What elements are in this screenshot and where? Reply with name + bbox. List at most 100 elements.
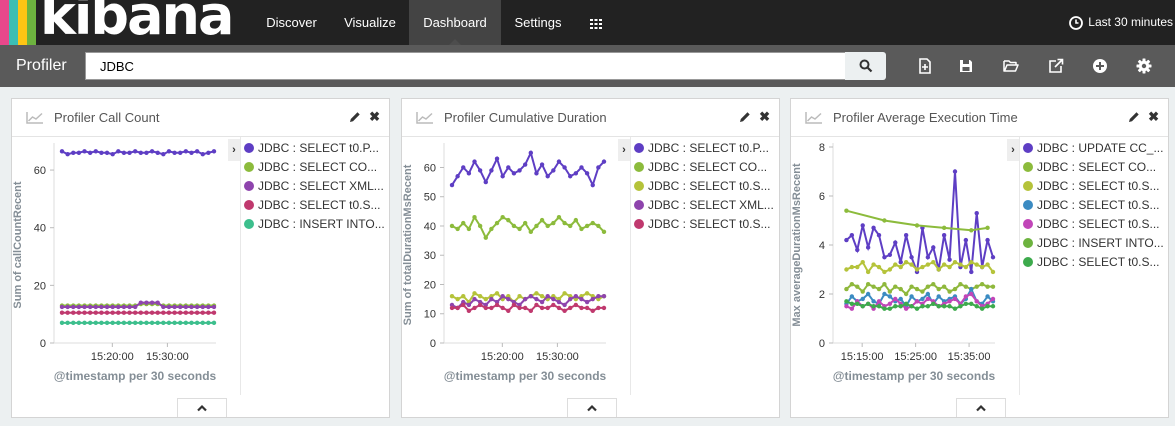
data-point[interactable] — [506, 217, 511, 223]
data-point[interactable] — [189, 304, 194, 310]
data-point[interactable] — [511, 302, 517, 308]
data-point[interactable] — [844, 304, 849, 309]
legend-item[interactable]: JDBC : SELECT CO... — [244, 158, 387, 177]
data-point[interactable] — [172, 310, 177, 315]
data-point[interactable] — [477, 293, 483, 299]
data-point[interactable] — [860, 289, 865, 294]
data-point[interactable] — [985, 304, 990, 309]
data-point[interactable] — [71, 150, 76, 155]
data-point[interactable] — [511, 171, 517, 176]
data-point[interactable] — [898, 264, 903, 270]
data-point[interactable] — [909, 255, 914, 260]
data-point[interactable] — [59, 310, 65, 315]
data-point[interactable] — [76, 320, 82, 326]
data-point[interactable] — [149, 320, 155, 326]
data-point[interactable] — [936, 286, 941, 292]
data-point[interactable] — [534, 223, 539, 229]
data-point[interactable] — [865, 269, 871, 275]
data-point[interactable] — [489, 226, 494, 232]
data-point[interactable] — [936, 304, 941, 309]
data-point[interactable] — [936, 267, 941, 272]
data-point[interactable] — [909, 304, 914, 309]
data-point[interactable] — [144, 300, 149, 305]
data-point[interactable] — [93, 320, 98, 326]
data-point[interactable] — [969, 286, 974, 292]
data-point[interactable] — [138, 300, 144, 305]
data-point[interactable] — [579, 165, 584, 170]
data-point[interactable] — [194, 320, 200, 326]
data-point[interactable] — [903, 233, 909, 238]
data-point[interactable] — [936, 294, 941, 299]
data-point[interactable] — [534, 171, 539, 176]
data-point[interactable] — [178, 310, 183, 315]
data-point[interactable] — [865, 245, 871, 250]
legend-item[interactable]: JDBC : UPDATE CC_... — [1023, 139, 1166, 158]
data-point[interactable] — [551, 220, 556, 226]
data-point[interactable] — [71, 304, 76, 310]
data-point[interactable] — [990, 304, 996, 309]
data-point[interactable] — [985, 225, 990, 231]
data-point[interactable] — [925, 304, 931, 309]
grid-icon[interactable] — [575, 0, 617, 45]
data-point[interactable] — [882, 269, 887, 275]
data-point[interactable] — [461, 165, 466, 170]
data-point[interactable] — [71, 310, 76, 315]
data-point[interactable] — [947, 289, 952, 294]
data-point[interactable] — [844, 208, 849, 213]
data-point[interactable] — [539, 305, 545, 311]
data-point[interactable] — [958, 282, 963, 287]
data-point[interactable] — [76, 310, 82, 315]
data-point[interactable] — [596, 305, 601, 311]
data-point[interactable] — [855, 247, 860, 253]
data-point[interactable] — [590, 220, 595, 226]
data-point[interactable] — [99, 320, 104, 326]
data-point[interactable] — [59, 149, 65, 154]
data-point[interactable] — [87, 310, 93, 315]
data-point[interactable] — [87, 320, 93, 326]
data-point[interactable] — [466, 302, 472, 308]
search-button[interactable] — [845, 52, 886, 80]
data-point[interactable] — [887, 267, 893, 272]
data-point[interactable] — [472, 215, 477, 220]
data-point[interactable] — [76, 150, 82, 155]
data-point[interactable] — [534, 291, 539, 296]
data-point[interactable] — [183, 320, 189, 326]
data-point[interactable] — [172, 150, 177, 155]
data-point[interactable] — [887, 294, 893, 299]
data-point[interactable] — [211, 304, 217, 310]
data-point[interactable] — [990, 296, 996, 302]
data-point[interactable] — [573, 293, 579, 299]
data-point[interactable] — [206, 304, 211, 310]
data-point[interactable] — [206, 320, 211, 326]
data-point[interactable] — [161, 152, 166, 157]
data-point[interactable] — [455, 226, 460, 232]
data-point[interactable] — [132, 320, 138, 326]
data-point[interactable] — [545, 174, 550, 179]
data-point[interactable] — [494, 156, 500, 161]
data-point[interactable] — [947, 257, 952, 262]
data-point[interactable] — [200, 310, 205, 315]
data-point[interactable] — [132, 310, 138, 315]
data-point[interactable] — [963, 284, 969, 289]
data-point[interactable] — [494, 302, 500, 308]
data-point[interactable] — [517, 226, 522, 232]
data-point[interactable] — [483, 235, 488, 240]
data-point[interactable] — [99, 304, 104, 310]
data-point[interactable] — [925, 291, 931, 297]
data-point[interactable] — [876, 286, 882, 292]
data-point[interactable] — [860, 304, 865, 309]
data-point[interactable] — [969, 301, 974, 306]
data-point[interactable] — [952, 169, 958, 174]
data-point[interactable] — [556, 215, 562, 220]
pencil-icon[interactable] — [1128, 111, 1140, 123]
data-point[interactable] — [844, 237, 849, 243]
data-point[interactable] — [925, 284, 931, 289]
data-point[interactable] — [71, 320, 76, 326]
data-point[interactable] — [914, 223, 920, 228]
data-point[interactable] — [941, 304, 947, 309]
data-point[interactable] — [189, 320, 194, 326]
data-point[interactable] — [494, 220, 500, 226]
data-point[interactable] — [871, 299, 876, 304]
data-point[interactable] — [920, 304, 925, 309]
data-point[interactable] — [849, 233, 855, 238]
